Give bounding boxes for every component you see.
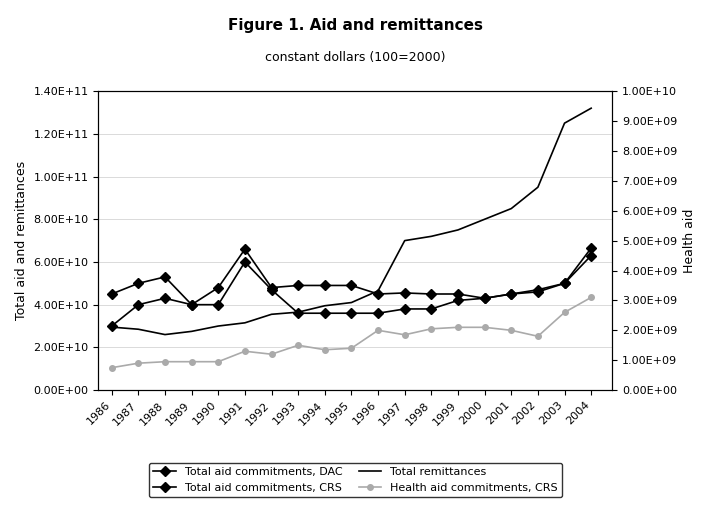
Health aid commitments, CRS	[400, 332, 409, 338]
Total aid commitments, CRS	[374, 310, 383, 316]
Total remittances	[400, 238, 409, 244]
Total remittances	[321, 303, 329, 309]
Line: Total aid commitments, CRS: Total aid commitments, CRS	[108, 252, 594, 330]
Health aid commitments, CRS	[161, 359, 169, 365]
Total remittances	[374, 288, 383, 294]
Y-axis label: Total aid and remittances: Total aid and remittances	[15, 161, 28, 320]
Total aid commitments, DAC	[587, 245, 595, 251]
Total aid commitments, DAC	[188, 302, 196, 308]
Health aid commitments, CRS	[481, 324, 489, 330]
Health aid commitments, CRS	[560, 309, 569, 315]
Total aid commitments, DAC	[400, 290, 409, 296]
Total aid commitments, DAC	[267, 284, 276, 291]
Total aid commitments, CRS	[134, 302, 143, 308]
Total remittances	[507, 206, 515, 212]
Health aid commitments, CRS	[214, 359, 223, 365]
Total aid commitments, DAC	[347, 282, 356, 289]
Health aid commitments, CRS	[587, 294, 595, 300]
Total aid commitments, DAC	[214, 284, 223, 291]
Total aid commitments, DAC	[107, 291, 116, 297]
Total aid commitments, DAC	[240, 246, 249, 252]
Total aid commitments, DAC	[481, 295, 489, 301]
Total aid commitments, DAC	[294, 282, 302, 289]
Y-axis label: Health aid: Health aid	[683, 208, 696, 273]
Total aid commitments, CRS	[321, 310, 329, 316]
Health aid commitments, CRS	[107, 365, 116, 371]
Total aid commitments, CRS	[507, 291, 515, 297]
Total aid commitments, DAC	[534, 287, 542, 293]
Total aid commitments, CRS	[454, 297, 462, 303]
Total aid commitments, CRS	[214, 302, 223, 308]
Total remittances	[427, 233, 436, 239]
Total remittances	[560, 120, 569, 126]
Line: Health aid commitments, CRS: Health aid commitments, CRS	[109, 295, 594, 370]
Total remittances	[587, 105, 595, 111]
Total aid commitments, CRS	[400, 306, 409, 312]
Total remittances	[240, 320, 249, 326]
Health aid commitments, CRS	[321, 346, 329, 353]
Health aid commitments, CRS	[454, 324, 462, 330]
Health aid commitments, CRS	[427, 326, 436, 332]
Total aid commitments, CRS	[481, 295, 489, 301]
Health aid commitments, CRS	[267, 351, 276, 357]
Total remittances	[267, 311, 276, 318]
Health aid commitments, CRS	[294, 342, 302, 348]
Total aid commitments, DAC	[161, 274, 169, 280]
Line: Total aid commitments, DAC: Total aid commitments, DAC	[108, 245, 594, 308]
Total aid commitments, CRS	[267, 287, 276, 293]
Total aid commitments, CRS	[161, 295, 169, 301]
Total aid commitments, DAC	[454, 291, 462, 297]
Total remittances	[214, 323, 223, 329]
Health aid commitments, CRS	[534, 333, 542, 339]
Total aid commitments, CRS	[587, 252, 595, 259]
Total remittances	[454, 227, 462, 233]
Total aid commitments, CRS	[534, 289, 542, 295]
Total aid commitments, DAC	[321, 282, 329, 289]
Total aid commitments, CRS	[427, 306, 436, 312]
Total aid commitments, DAC	[507, 291, 515, 297]
Line: Total remittances: Total remittances	[112, 108, 591, 335]
Total remittances	[347, 300, 356, 306]
Health aid commitments, CRS	[240, 348, 249, 354]
Total aid commitments, CRS	[188, 302, 196, 308]
Total aid commitments, CRS	[240, 259, 249, 265]
Health aid commitments, CRS	[188, 359, 196, 365]
Total aid commitments, DAC	[134, 280, 143, 287]
Total remittances	[161, 332, 169, 338]
Total aid commitments, CRS	[560, 280, 569, 287]
Title: constant dollars (100=2000): constant dollars (100=2000)	[265, 51, 446, 64]
Health aid commitments, CRS	[347, 345, 356, 352]
Total remittances	[188, 328, 196, 334]
Health aid commitments, CRS	[134, 360, 143, 366]
Total aid commitments, DAC	[374, 291, 383, 297]
Total remittances	[107, 324, 116, 330]
Total remittances	[481, 216, 489, 223]
Text: Figure 1. Aid and remittances: Figure 1. Aid and remittances	[228, 18, 483, 33]
Total remittances	[534, 184, 542, 190]
Total remittances	[294, 309, 302, 315]
Total aid commitments, DAC	[427, 291, 436, 297]
Total aid commitments, CRS	[347, 310, 356, 316]
Health aid commitments, CRS	[374, 327, 383, 333]
Total aid commitments, DAC	[560, 280, 569, 287]
Health aid commitments, CRS	[507, 327, 515, 333]
Total aid commitments, CRS	[294, 310, 302, 316]
Total aid commitments, CRS	[107, 323, 116, 329]
Total remittances	[134, 326, 143, 332]
Legend: Total aid commitments, DAC, Total aid commitments, CRS, Total remittances, Healt: Total aid commitments, DAC, Total aid co…	[149, 463, 562, 497]
